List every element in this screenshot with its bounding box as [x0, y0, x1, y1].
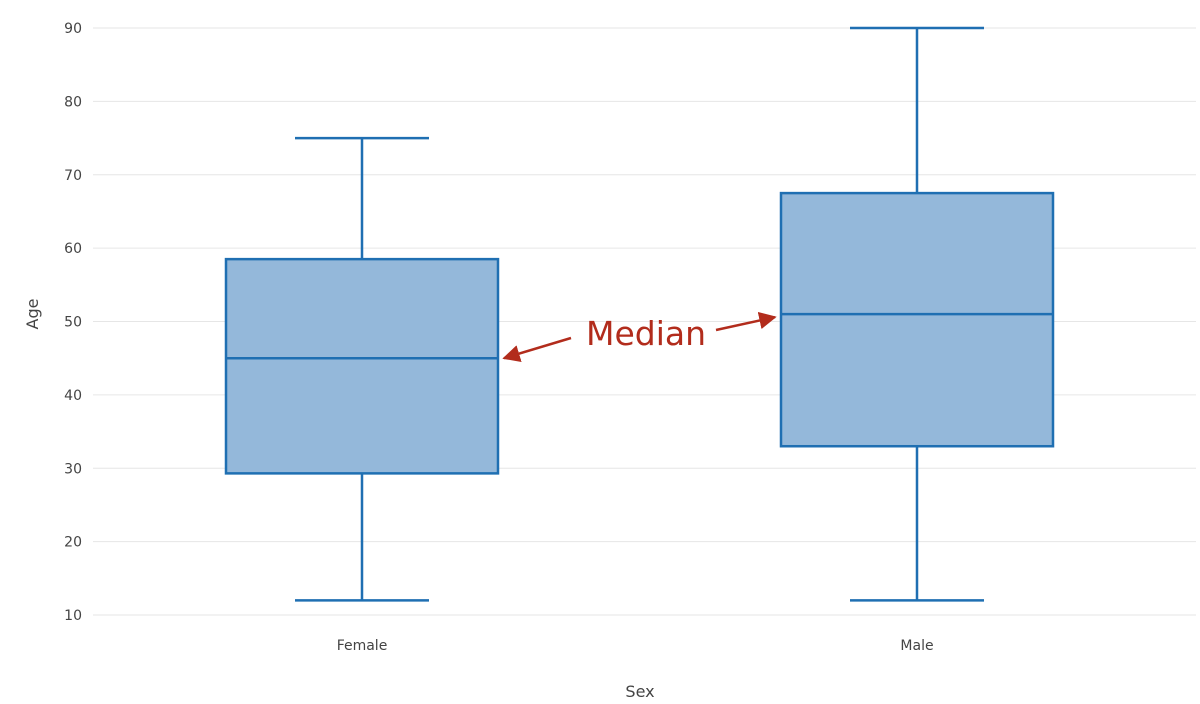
- y-tick-label-10: 10: [64, 608, 82, 624]
- median-arrow-right: [715, 311, 777, 332]
- iqr-box-male: [779, 191, 1055, 448]
- y-tick-label-60: 60: [64, 241, 82, 257]
- x-tick-label-male: Male: [900, 638, 933, 654]
- median-annotation: Median: [502, 311, 777, 363]
- box-male: [779, 26, 1055, 602]
- x-axis-tick-labels: Female Male: [337, 638, 934, 654]
- iqr-box-female: [224, 257, 500, 475]
- median-arrow-left: [502, 336, 572, 363]
- y-tick-label-80: 80: [64, 94, 82, 110]
- y-tick-label-90: 90: [64, 21, 82, 37]
- y-tick-label-30: 30: [64, 461, 82, 477]
- y-axis-title: Age: [23, 299, 42, 330]
- y-axis-tick-labels: 10 20 30 40 50 60 70 80 90: [64, 21, 82, 624]
- boxes: [224, 26, 1055, 602]
- y-tick-label-40: 40: [64, 388, 82, 404]
- box-female: [224, 136, 500, 602]
- median-annotation-label: Median: [586, 314, 706, 353]
- x-axis-title: Sex: [625, 682, 654, 701]
- y-tick-label-20: 20: [64, 535, 82, 551]
- x-tick-label-female: Female: [337, 638, 388, 654]
- y-tick-label-70: 70: [64, 168, 82, 184]
- y-tick-label-50: 50: [64, 315, 82, 331]
